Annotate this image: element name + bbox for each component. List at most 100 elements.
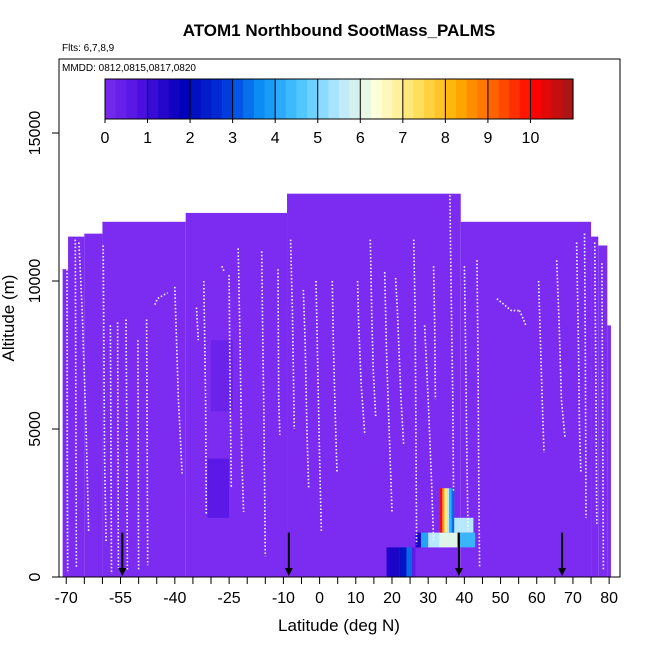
data-column (84, 233, 103, 577)
colorbar-tick-label: 6 (356, 130, 365, 147)
flight-track (154, 292, 168, 306)
colorbar-cell (285, 79, 298, 119)
colorbar-cell (179, 79, 191, 119)
colorbar-cell (105, 79, 117, 119)
y-tick-label: 15000 (27, 111, 44, 156)
colorbar-cell (168, 79, 181, 119)
colorbar-cell (370, 79, 383, 119)
data-cell (207, 458, 230, 518)
colorbar-cell (445, 79, 457, 119)
colorbar-cell (115, 79, 127, 119)
x-tick-label: 10 (347, 590, 365, 607)
colorbar-cell (562, 79, 574, 119)
x-tick-label: -25 (218, 590, 241, 607)
flight-track (109, 325, 113, 575)
flight-track (145, 319, 149, 566)
colorbar-tick-label: 4 (271, 130, 280, 147)
colorbar-cell (232, 79, 244, 119)
colorbar-tick-label: 2 (186, 130, 195, 147)
colorbar-cell (147, 79, 159, 119)
marker-arrow-head (118, 568, 127, 576)
x-tick-label: 60 (528, 590, 546, 607)
flights-label: Flts: 6,7,8,9 (62, 43, 115, 54)
x-tick-label: 20 (383, 590, 401, 607)
data-column (460, 221, 592, 577)
flight-track (102, 245, 107, 542)
chart-title: ATOM1 Northbound SootMass_PALMS (183, 21, 496, 40)
data-cell (415, 532, 421, 548)
marker-arrow-head (454, 568, 463, 576)
flight-track (277, 269, 281, 435)
marker-arrow (558, 532, 567, 576)
data-cell (386, 547, 400, 577)
flight-track (476, 260, 481, 569)
colorbar-cell (456, 79, 468, 119)
x-tick-label: -40 (163, 590, 186, 607)
colorbar-cell (487, 79, 500, 119)
data-cell (211, 340, 233, 412)
colorbar-cell (211, 79, 223, 119)
colorbar-cell (424, 79, 436, 119)
flight-track (593, 242, 598, 524)
x-tick-label: 30 (419, 590, 437, 607)
marker-arrow (454, 532, 463, 576)
plot-frame (58, 58, 621, 578)
data-cell (420, 532, 429, 548)
colorbar-cell (264, 79, 276, 119)
flight-track (356, 280, 366, 435)
flight-track (432, 266, 437, 400)
colorbar-cell (190, 79, 202, 119)
data-cell (442, 488, 445, 533)
colorbar-cell (136, 79, 149, 119)
x-tick-label: 0 (315, 590, 324, 607)
flight-track (125, 319, 129, 572)
colorbar-cell (392, 79, 404, 119)
colorbar-cell (349, 79, 361, 119)
colorbar-tick-label: 8 (441, 130, 450, 147)
colorbar-cell (381, 79, 393, 119)
flight-track (237, 248, 245, 512)
colorbar-cell (402, 79, 415, 119)
data-column (102, 221, 186, 577)
colorbar-cell (126, 79, 138, 119)
data-cell (457, 532, 476, 548)
flight-track (221, 265, 226, 273)
colorbar-cell (498, 79, 510, 119)
colorbar-cell (434, 79, 446, 119)
plot-area (62, 193, 611, 577)
flight-track (302, 289, 310, 489)
flight-track (583, 233, 587, 518)
x-tick-label: -10 (272, 590, 295, 607)
colorbar-cell (530, 79, 542, 119)
colorbar-tick-label: 5 (313, 130, 322, 147)
x-tick-label: 40 (455, 590, 473, 607)
colorbar-cell (339, 79, 351, 119)
colorbar-cell (158, 79, 170, 119)
axes: -70 -55 -40 -25 -10 0 10 20 30 40 50 60 70 8005000100… (27, 111, 618, 607)
x-tick-label: 80 (600, 590, 618, 607)
colorbar-cell (328, 79, 340, 119)
data-column (287, 193, 461, 577)
colorbar-cell (317, 79, 329, 119)
colorbar-cell (509, 79, 521, 119)
flight-track (369, 239, 377, 418)
flight-track (463, 266, 469, 530)
y-tick-label: 10000 (27, 259, 44, 304)
y-axis-label: Altitude (m) (0, 275, 18, 362)
data-column (185, 212, 288, 577)
colorbar-cell (477, 79, 489, 119)
x-tick-label: 70 (564, 590, 582, 607)
x-tick-label: 50 (492, 590, 510, 607)
y-tick-label: 0 (27, 572, 44, 581)
flight-track (423, 325, 435, 542)
flight-track (394, 277, 405, 444)
flight-track (496, 298, 520, 312)
colorbar-tick-label: 1 (143, 130, 152, 147)
marker-arrow-head (558, 568, 567, 576)
colorbar-tick-label: 9 (483, 130, 492, 147)
data-column (62, 269, 69, 577)
dates-label: MMDD: 0812,0815,0817,0820 (62, 63, 196, 74)
data-cell (446, 488, 450, 533)
